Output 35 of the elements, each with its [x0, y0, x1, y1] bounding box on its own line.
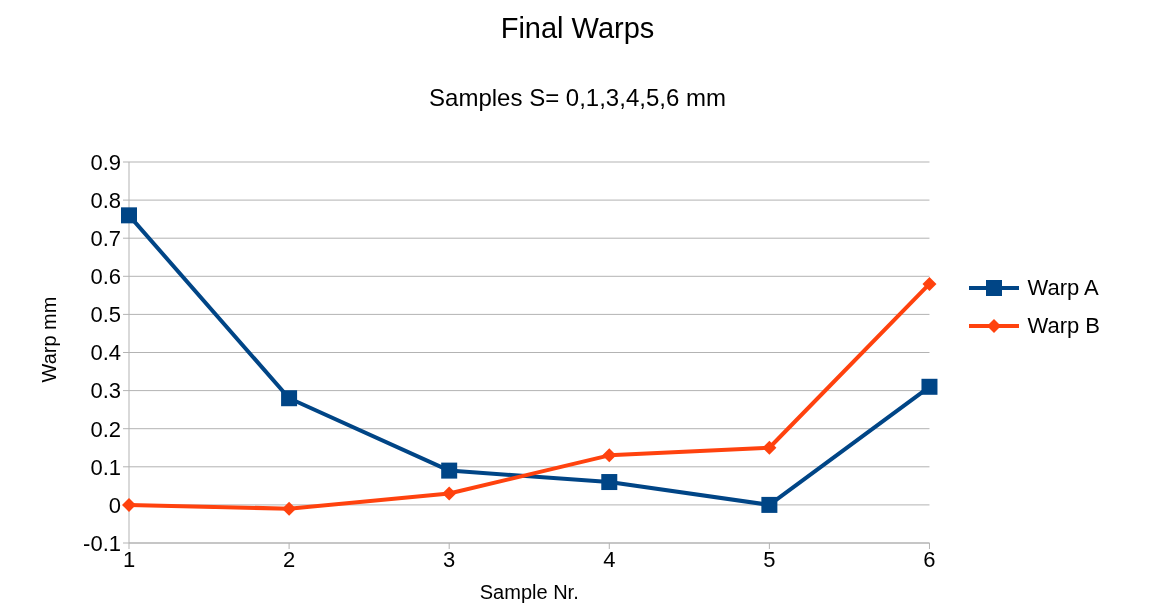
- point: [442, 486, 457, 501]
- point: [922, 276, 937, 291]
- point: [761, 496, 778, 513]
- chart-subtitle: Samples S= 0,1,3,4,5,6 mm: [428, 84, 727, 112]
- y-axis-title: Warp mm: [38, 296, 61, 383]
- x-tick-label: 1: [122, 546, 136, 572]
- point: [601, 474, 618, 491]
- point: [122, 497, 136, 512]
- chart-title: Final Warps: [499, 12, 656, 45]
- x-tick-label: 5: [763, 546, 776, 572]
- x-axis-title: Sample Nr.: [479, 581, 579, 603]
- point: [121, 207, 137, 224]
- point: [602, 448, 617, 463]
- x-tick-label: 6: [923, 546, 936, 572]
- x-tick-label: 4: [603, 546, 616, 572]
- y-tick-label: 0.4: [90, 340, 121, 366]
- y-tick-label: -0.1: [83, 530, 121, 556]
- y-tick-label: 0.3: [90, 378, 121, 404]
- y-tick-label: 0.8: [90, 187, 121, 213]
- x-tick-label: 2: [282, 546, 296, 572]
- y-tick-label: 0.6: [90, 264, 121, 290]
- point: [921, 378, 938, 395]
- point: [441, 462, 458, 479]
- x-tick-label: 3: [443, 546, 456, 572]
- y-tick-label: 0.5: [90, 302, 121, 328]
- y-tick-label: 0.1: [90, 454, 121, 480]
- y-tick-label: 0.7: [90, 226, 121, 252]
- legend-label: Warp A: [1027, 273, 1099, 302]
- legend-label: Warp B: [1027, 311, 1100, 340]
- y-tick-label: 0.2: [90, 416, 121, 442]
- y-tick-label: 0.9: [90, 149, 121, 175]
- point: [762, 440, 777, 455]
- point: [282, 501, 297, 516]
- y-tick-label: 0: [108, 492, 121, 518]
- point: [281, 390, 298, 407]
